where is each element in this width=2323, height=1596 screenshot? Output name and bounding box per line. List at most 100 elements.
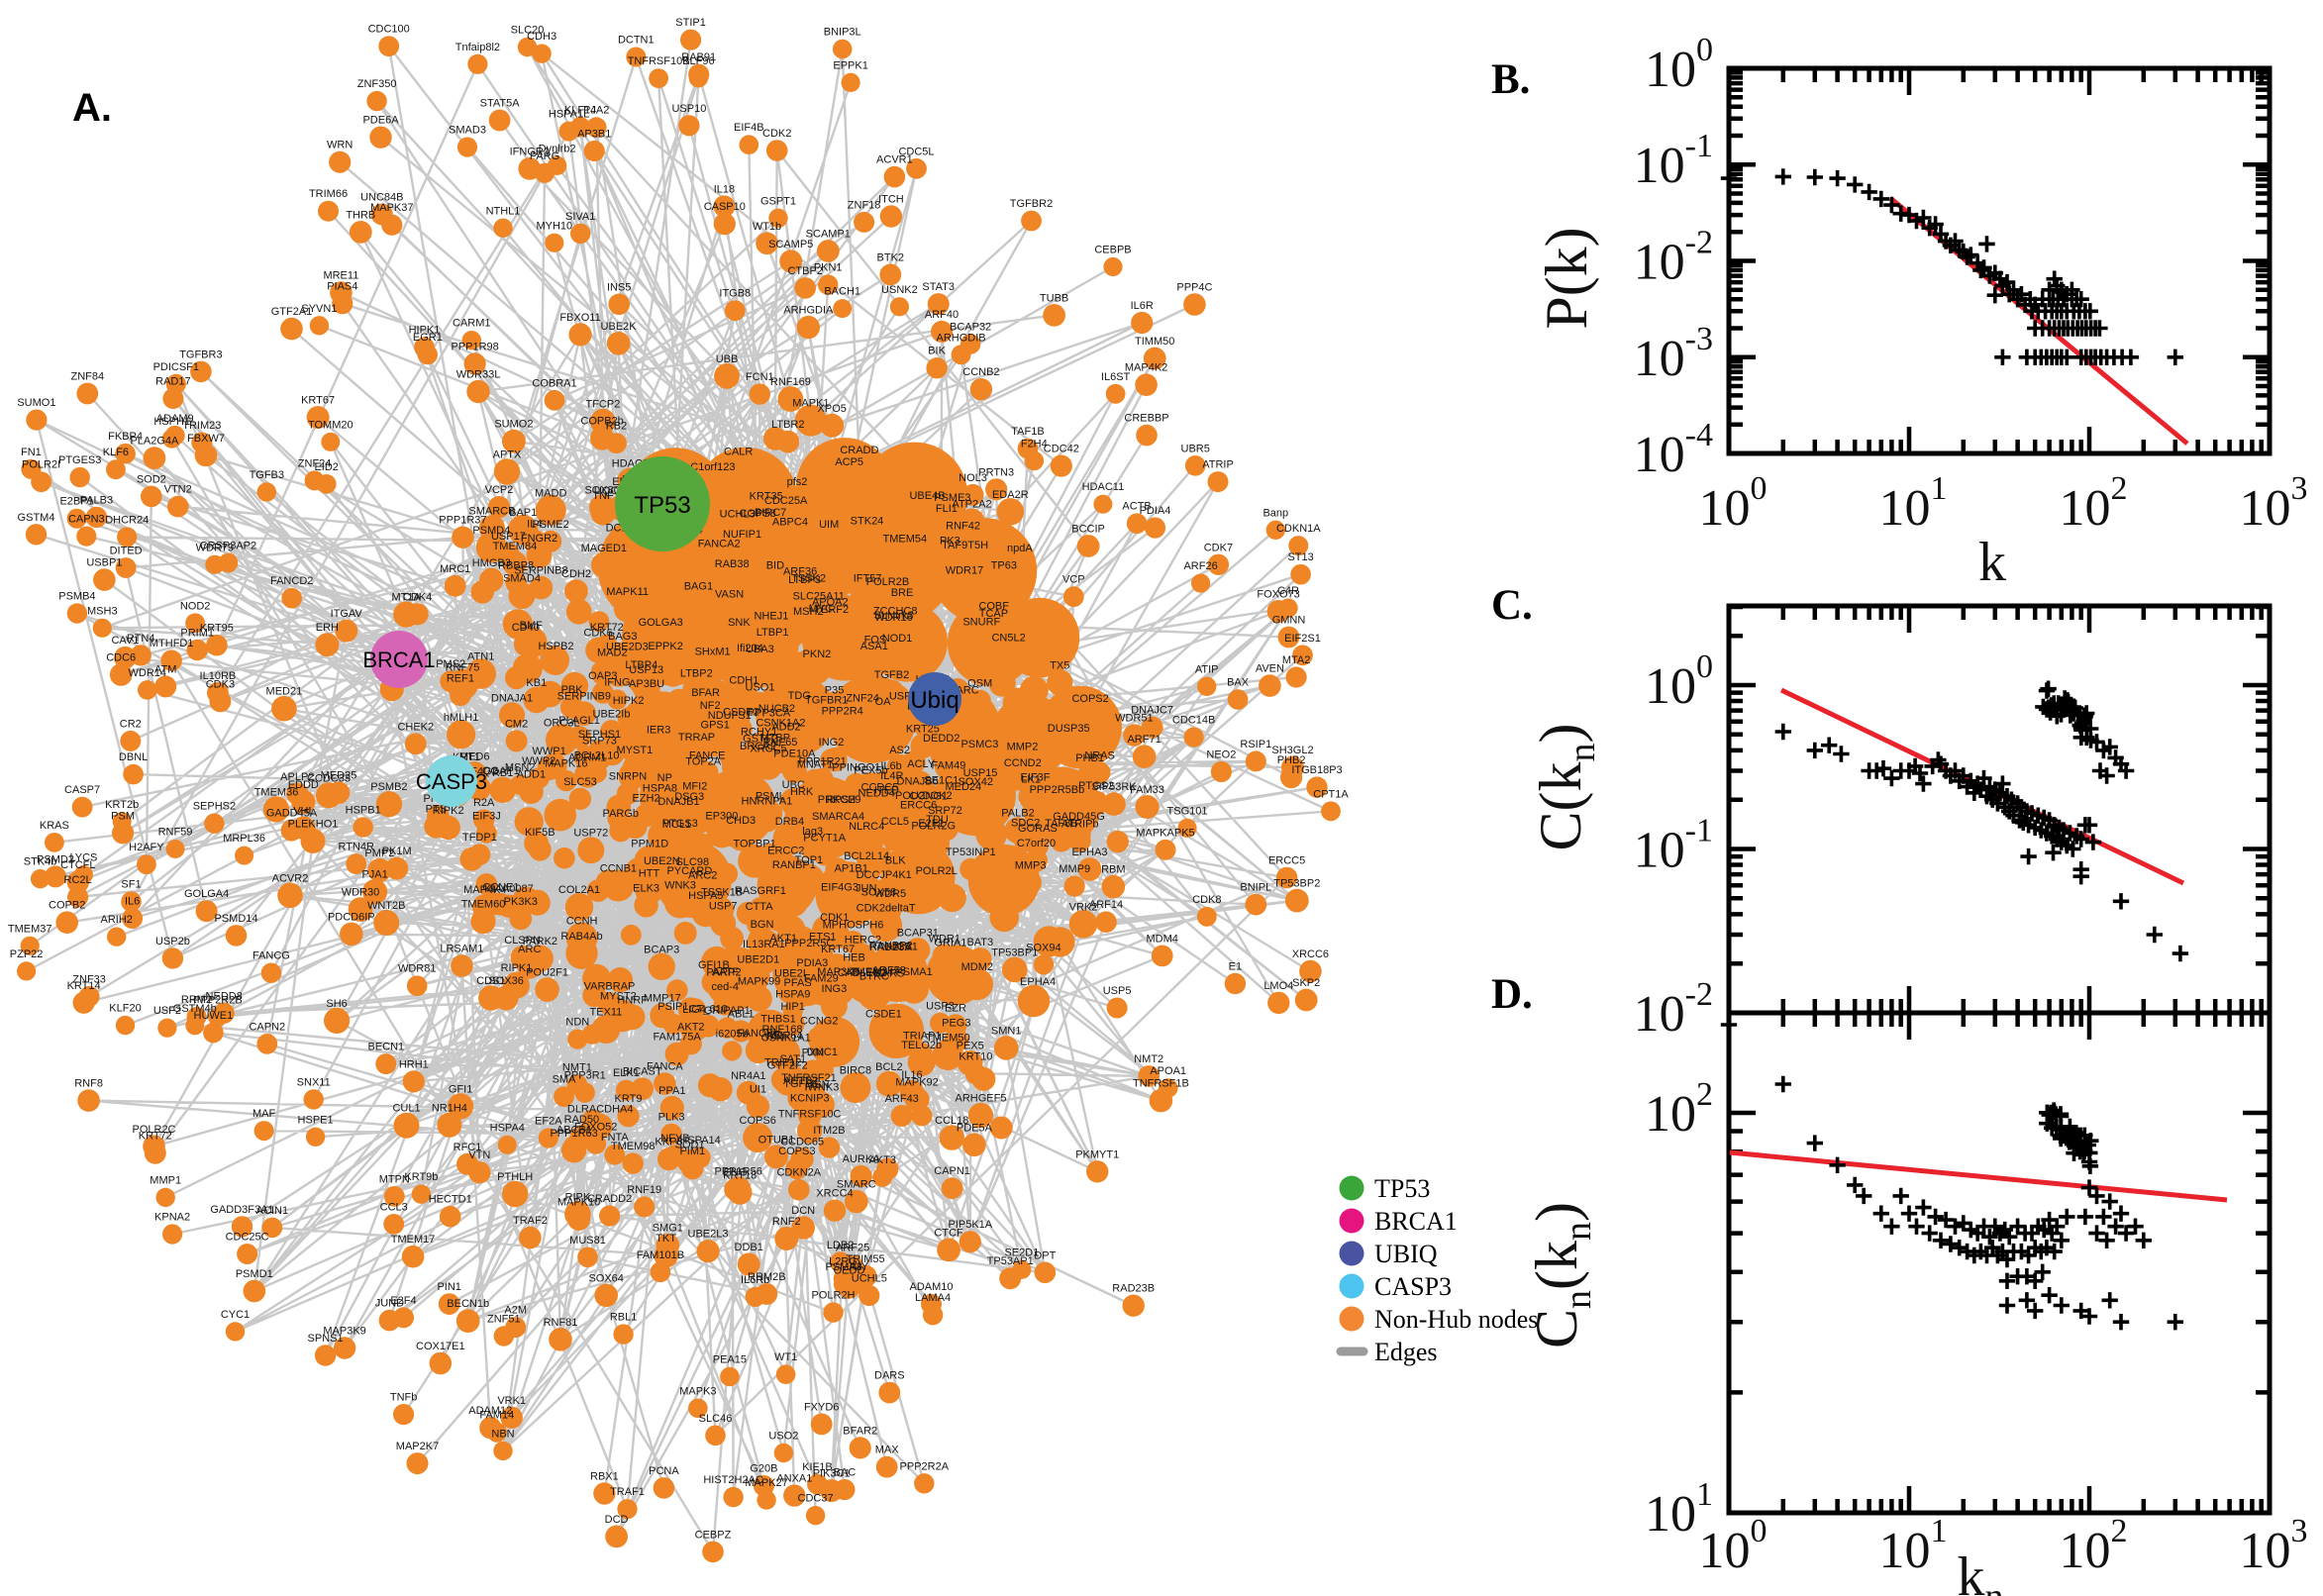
svg-text:IL6: IL6 bbox=[125, 896, 140, 908]
svg-text:RBX1: RBX1 bbox=[590, 1471, 619, 1483]
svg-text:DMC1: DMC1 bbox=[807, 1047, 838, 1058]
svg-text:TRIM66: TRIM66 bbox=[309, 188, 348, 200]
svg-text:BFAR2: BFAR2 bbox=[843, 1425, 877, 1437]
svg-text:EZH2: EZH2 bbox=[632, 793, 659, 805]
svg-text:TP53BP2: TP53BP2 bbox=[1273, 878, 1320, 890]
svg-text:CALR: CALR bbox=[724, 447, 753, 458]
svg-text:RSIP1: RSIP1 bbox=[1240, 739, 1271, 750]
svg-text:MED6: MED6 bbox=[459, 750, 490, 762]
svg-text:CEBPB: CEBPB bbox=[1094, 245, 1131, 256]
svg-text:BTK2: BTK2 bbox=[877, 251, 905, 263]
svg-text:SLC98: SLC98 bbox=[675, 856, 709, 868]
svg-text:HSPA9: HSPA9 bbox=[775, 988, 810, 1000]
svg-text:GTF2A1: GTF2A1 bbox=[271, 306, 313, 318]
svg-text:LTBP3: LTBP3 bbox=[788, 574, 821, 586]
svg-text:THRB: THRB bbox=[346, 209, 375, 221]
svg-text:npdA: npdA bbox=[1007, 543, 1033, 554]
svg-text:KRT14: KRT14 bbox=[67, 980, 101, 992]
svg-text:IL18: IL18 bbox=[714, 183, 735, 195]
svg-text:FANCEb: FANCEb bbox=[738, 1028, 780, 1040]
svg-text:COX17E1: COX17E1 bbox=[416, 1341, 465, 1352]
svg-text:FKBP4: FKBP4 bbox=[108, 431, 143, 443]
svg-text:COPS6: COPS6 bbox=[740, 1115, 776, 1127]
svg-text:BNIP3L: BNIP3L bbox=[824, 27, 861, 39]
svg-text:UBE4B: UBE4B bbox=[909, 490, 945, 502]
svg-text:TMEM34: TMEM34 bbox=[850, 966, 894, 978]
svg-text:ITGB8: ITGB8 bbox=[719, 288, 751, 300]
svg-text:MAP2K7: MAP2K7 bbox=[396, 1441, 439, 1452]
svg-text:C(kn): C(kn) bbox=[1528, 724, 1603, 851]
svg-text:OEDD: OEDD bbox=[834, 1264, 865, 1276]
svg-text:BID: BID bbox=[766, 560, 784, 572]
svg-text:Dynlrb2: Dynlrb2 bbox=[539, 143, 576, 154]
svg-text:POU2: POU2 bbox=[895, 790, 925, 802]
svg-text:CTBP2: CTBP2 bbox=[787, 265, 822, 277]
svg-text:PPM1D: PPM1D bbox=[631, 839, 668, 850]
svg-text:WDR81: WDR81 bbox=[398, 963, 437, 975]
svg-text:CAPN2: CAPN2 bbox=[249, 1021, 285, 1033]
svg-text:SERPINB8: SERPINB8 bbox=[514, 565, 567, 577]
svg-text:NMT2: NMT2 bbox=[1134, 1053, 1163, 1065]
svg-text:PSIP1: PSIP1 bbox=[657, 1001, 688, 1013]
svg-text:GOLGA3: GOLGA3 bbox=[639, 617, 683, 629]
svg-text:SOX94: SOX94 bbox=[1026, 942, 1060, 953]
svg-text:FCN1: FCN1 bbox=[746, 371, 774, 383]
svg-text:AKT3: AKT3 bbox=[868, 1154, 896, 1166]
svg-text:TELO2b: TELO2b bbox=[901, 1040, 942, 1051]
svg-text:COL2A1: COL2A1 bbox=[558, 884, 600, 896]
svg-text:MRPL36: MRPL36 bbox=[223, 833, 265, 845]
svg-text:PTGES3: PTGES3 bbox=[58, 454, 101, 466]
svg-text:PSMD1: PSMD1 bbox=[236, 1268, 273, 1280]
svg-text:IL10RB: IL10RB bbox=[200, 670, 237, 682]
svg-text:DBNL: DBNL bbox=[119, 751, 148, 763]
svg-text:HDAC11: HDAC11 bbox=[1082, 481, 1125, 493]
svg-text:USP15: USP15 bbox=[963, 767, 998, 779]
svg-text:LAMA4: LAMA4 bbox=[915, 1292, 951, 1304]
svg-text:APLP2: APLP2 bbox=[280, 771, 314, 783]
svg-text:USO2: USO2 bbox=[768, 1431, 798, 1443]
svg-text:CCDC65: CCDC65 bbox=[780, 1137, 824, 1148]
svg-text:AP1B1: AP1B1 bbox=[835, 862, 868, 874]
svg-text:CASP3: CASP3 bbox=[416, 769, 487, 794]
svg-text:CDC25A: CDC25A bbox=[764, 495, 808, 507]
svg-text:CASP10: CASP10 bbox=[704, 201, 746, 213]
svg-text:MYC: MYC bbox=[809, 603, 834, 615]
svg-text:CDC5L: CDC5L bbox=[898, 146, 934, 157]
svg-text:JUND: JUND bbox=[375, 1298, 404, 1310]
svg-text:HSPB2: HSPB2 bbox=[538, 641, 573, 652]
svg-text:WDR79: WDR79 bbox=[196, 542, 235, 553]
svg-text:MAF: MAF bbox=[252, 1108, 276, 1120]
svg-text:KLF14: KLF14 bbox=[564, 104, 596, 116]
svg-text:MAPK1: MAPK1 bbox=[792, 398, 829, 410]
svg-text:PXN: PXN bbox=[802, 1047, 825, 1059]
svg-text:CCL18: CCL18 bbox=[935, 1115, 968, 1127]
svg-text:CD40: CD40 bbox=[512, 622, 540, 634]
svg-text:SMG1: SMG1 bbox=[653, 1223, 683, 1235]
svg-text:CTCF: CTCF bbox=[934, 1227, 963, 1239]
svg-text:RFC1: RFC1 bbox=[454, 1142, 482, 1153]
svg-text:APTX: APTX bbox=[493, 449, 522, 461]
svg-text:TOPBP1: TOPBP1 bbox=[733, 839, 775, 850]
svg-text:P(k): P(k) bbox=[1534, 227, 1599, 329]
svg-text:HNRNPA1: HNRNPA1 bbox=[742, 796, 793, 808]
svg-text:USP5: USP5 bbox=[1103, 985, 1132, 997]
svg-text:SCAMP5: SCAMP5 bbox=[768, 239, 813, 250]
svg-text:CRADD: CRADD bbox=[840, 445, 878, 456]
svg-text:WDR30: WDR30 bbox=[342, 887, 380, 899]
svg-text:C7orf20: C7orf20 bbox=[1017, 838, 1056, 849]
svg-text:VRK2: VRK2 bbox=[1069, 901, 1098, 913]
svg-text:GMNN: GMNN bbox=[1272, 615, 1306, 627]
svg-text:BRE: BRE bbox=[891, 587, 914, 599]
svg-text:USF2: USF2 bbox=[153, 1005, 181, 1017]
svg-text:ERCC5: ERCC5 bbox=[1268, 855, 1305, 867]
svg-text:MAPK10: MAPK10 bbox=[557, 1197, 600, 1209]
svg-text:USP3: USP3 bbox=[926, 1000, 955, 1012]
svg-text:PRKCH: PRKCH bbox=[818, 794, 857, 806]
svg-text:SDC2: SDC2 bbox=[1011, 818, 1040, 830]
svg-text:COPB2: COPB2 bbox=[49, 900, 85, 912]
svg-text:USP17: USP17 bbox=[491, 531, 526, 543]
svg-text:COBRA1: COBRA1 bbox=[532, 377, 576, 389]
svg-text:CDKN2A: CDKN2A bbox=[776, 1167, 821, 1179]
svg-text:MAPK16: MAPK16 bbox=[545, 758, 587, 770]
svg-text:MADD: MADD bbox=[535, 487, 566, 499]
